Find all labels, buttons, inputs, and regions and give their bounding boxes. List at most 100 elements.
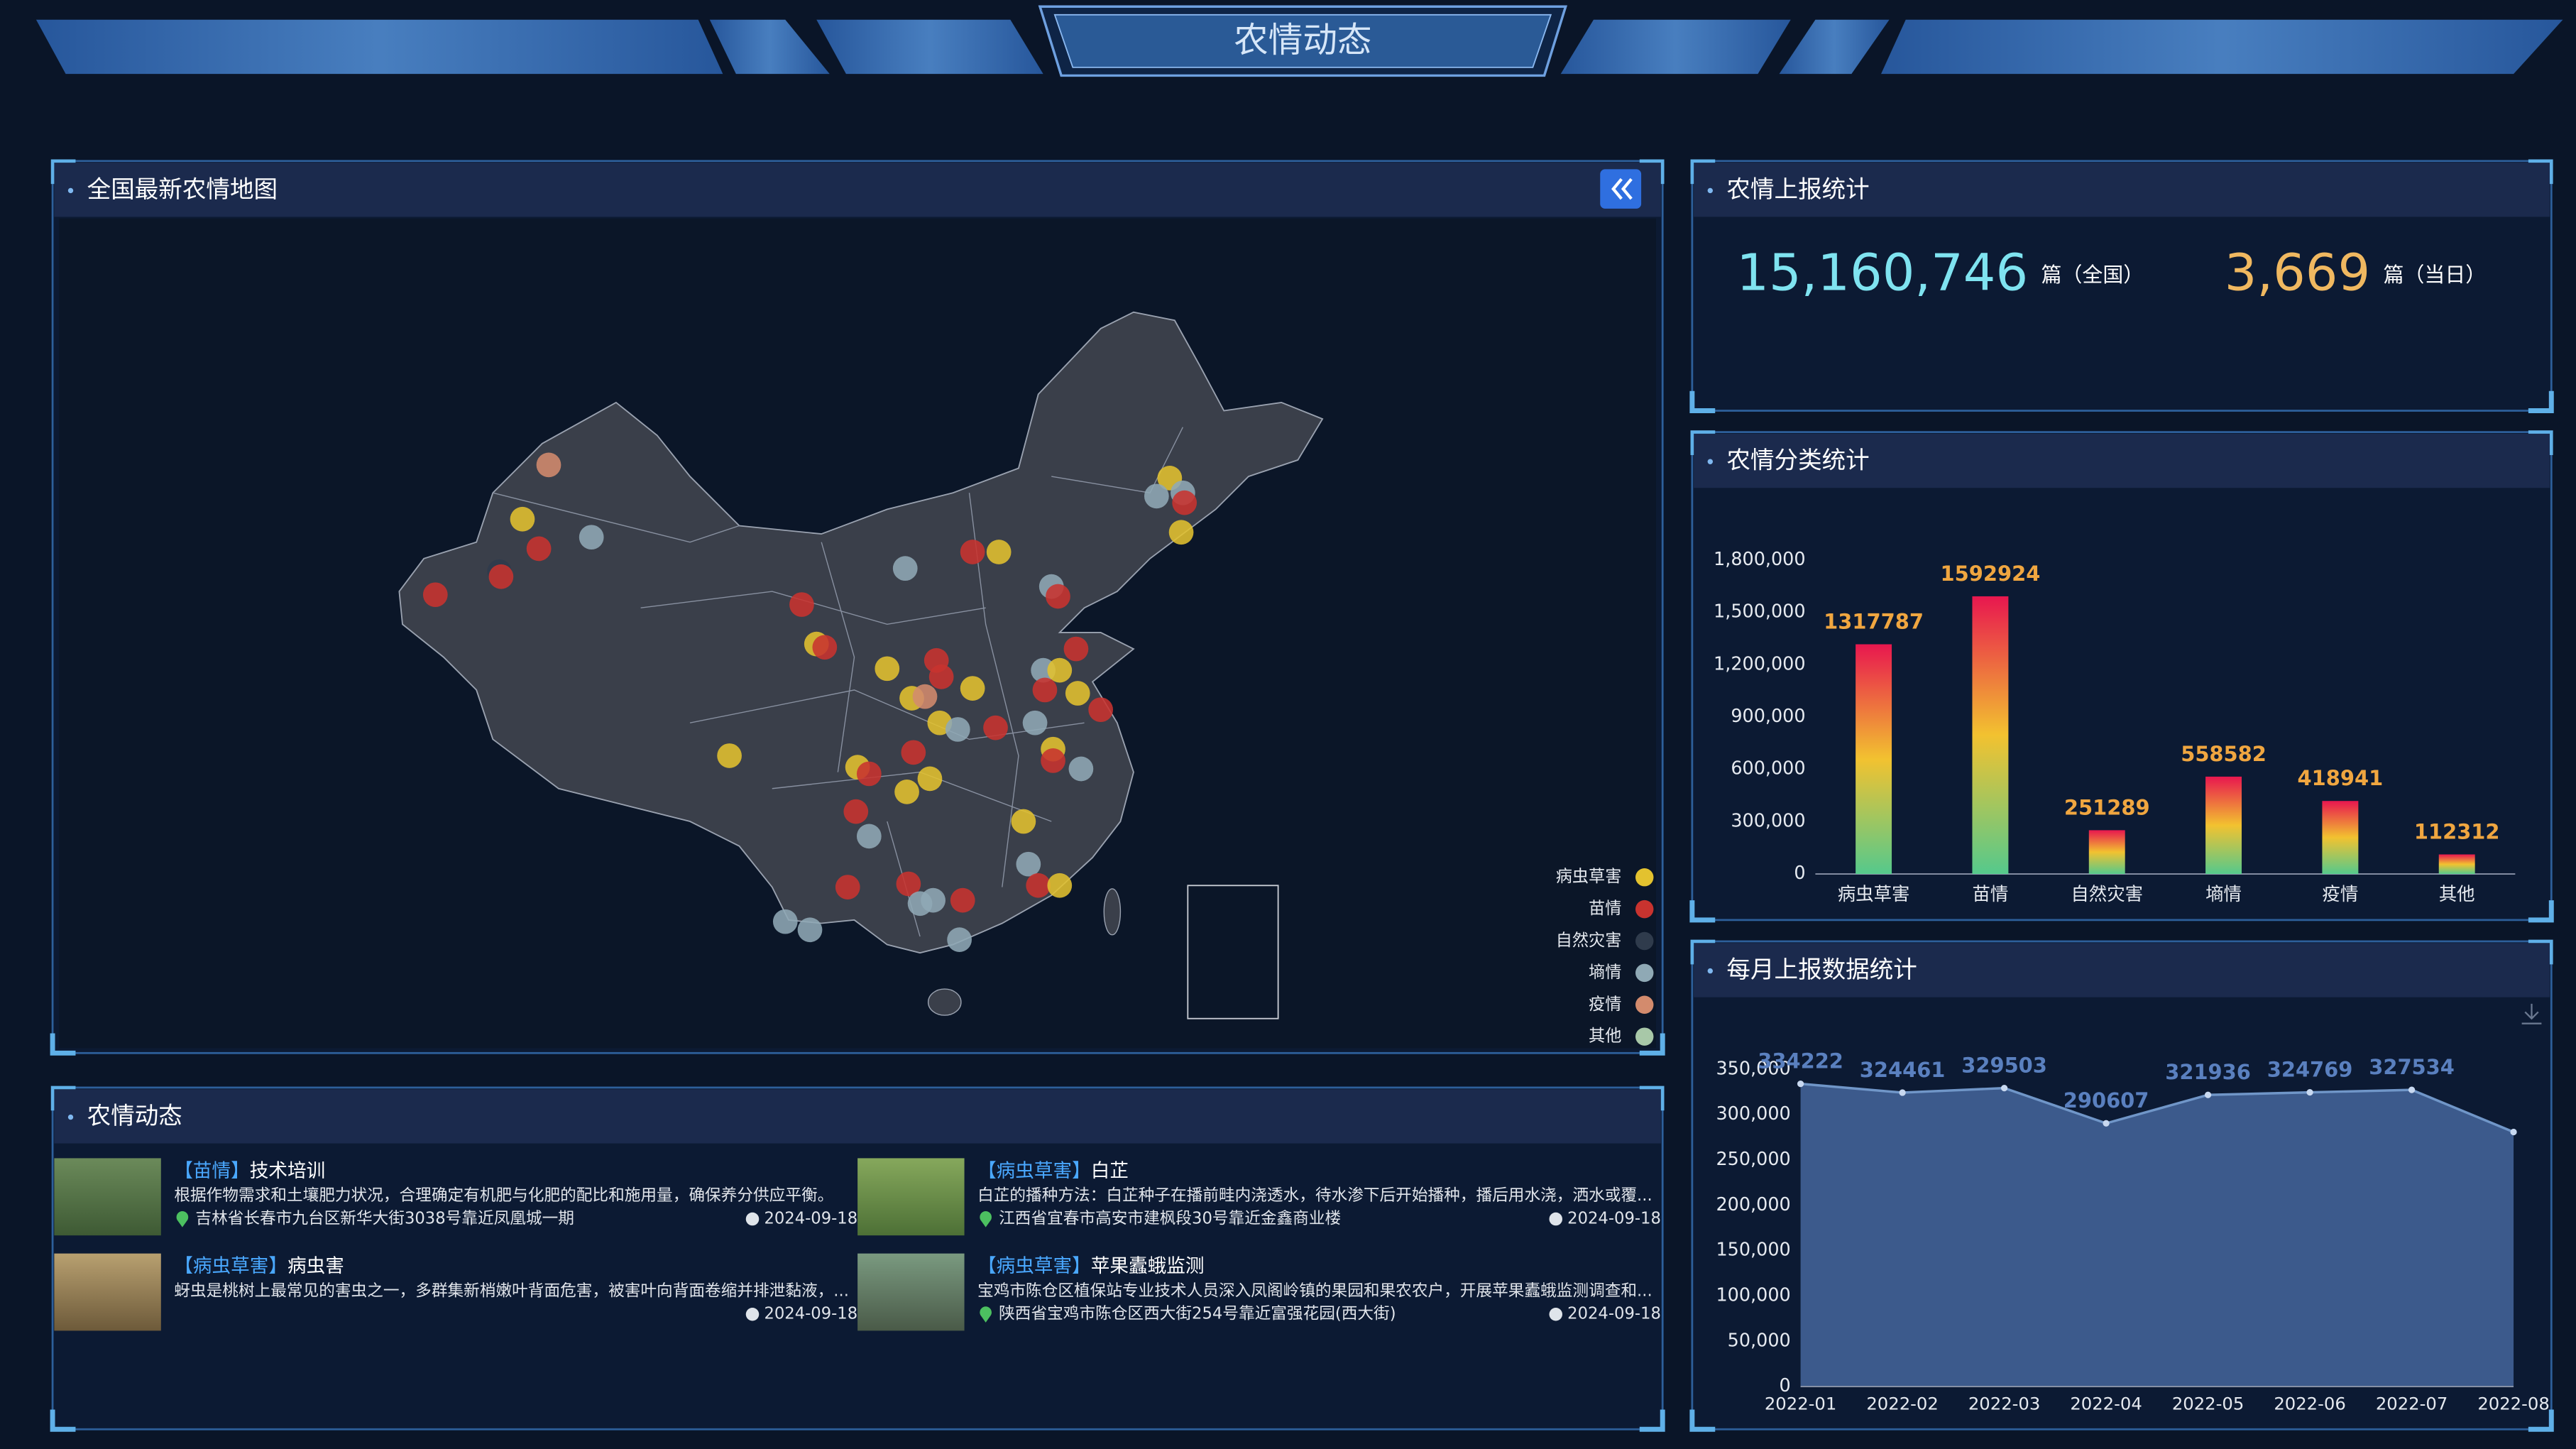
map-hainan xyxy=(927,988,962,1016)
point xyxy=(1899,1089,1906,1096)
corner xyxy=(1690,430,2553,455)
map-point xyxy=(1068,756,1094,782)
panel-title-bar xyxy=(1694,163,2550,217)
map-point xyxy=(875,656,900,682)
news-date: 2024-09-18 xyxy=(764,1305,857,1323)
map-point xyxy=(812,635,838,660)
clock-icon xyxy=(745,1307,760,1321)
x-tick-label: 2022-05 xyxy=(2172,1394,2244,1414)
corner xyxy=(50,1409,1665,1432)
news-address: 吉林省长春市九台区新华大街3038号靠近凤凰城一期 xyxy=(195,1210,574,1228)
news-title: 白芷 xyxy=(1091,1159,1129,1181)
news-tag: 【病虫草害】 xyxy=(174,1255,287,1277)
map-point xyxy=(894,780,919,804)
value-label: 334222 xyxy=(1758,1049,1843,1073)
x-tick-label: 其他 xyxy=(2439,884,2475,905)
map-point xyxy=(1168,520,1194,545)
x-tick-label: 自然灾害 xyxy=(2071,884,2143,905)
panel-title: 每月上报数据统计 xyxy=(1726,956,1917,983)
map-point xyxy=(843,799,869,824)
map-border xyxy=(493,492,740,543)
value-label: 321936 xyxy=(2165,1060,2251,1084)
corner xyxy=(1690,159,2553,185)
bar xyxy=(2205,776,2242,875)
corner xyxy=(50,159,1665,185)
news-date: 2024-09-18 xyxy=(764,1210,857,1228)
value-label: 1592924 xyxy=(1941,562,2041,586)
news-date: 2024-09-18 xyxy=(1567,1210,1661,1228)
header-title: 农情动态 xyxy=(1234,21,1371,60)
map-point xyxy=(1172,490,1197,515)
panel-title-bar xyxy=(1694,433,2550,488)
news-address: 江西省宜春市高安市建枫段30号靠近金鑫商业楼 xyxy=(999,1210,1341,1228)
map-point xyxy=(1088,697,1114,723)
map-point xyxy=(1022,710,1048,736)
map-point xyxy=(422,582,448,608)
map-point xyxy=(856,824,882,849)
bar xyxy=(2088,830,2125,875)
point xyxy=(2103,1120,2110,1127)
map-point xyxy=(892,556,918,581)
map-point xyxy=(1041,748,1065,773)
map-point xyxy=(1026,873,1051,898)
map-point xyxy=(921,887,946,913)
x-tick-label: 2022-01 xyxy=(1765,1394,1836,1414)
point xyxy=(2204,1091,2212,1098)
news-desc: 蚜虫是桃树上最常见的害虫之一，多群集新梢嫩叶背面危害，被害叶向背面卷缩并排泄黏液… xyxy=(174,1281,849,1300)
map-point xyxy=(960,676,985,701)
title-dot xyxy=(1707,459,1714,464)
legend-swatch xyxy=(1635,963,1654,983)
location-icon xyxy=(176,1211,189,1227)
map-point xyxy=(950,887,975,913)
corner xyxy=(1689,1409,2554,1432)
map-point xyxy=(986,540,1012,564)
y-tick-label: 0 xyxy=(1780,1375,1791,1396)
map-point xyxy=(1065,681,1090,706)
map-point xyxy=(945,717,970,742)
point xyxy=(2306,1089,2313,1096)
y-tick-label: 1,200,000 xyxy=(1714,653,1805,674)
y-tick-label: 300,000 xyxy=(1731,810,1805,831)
news-title: 技术培训 xyxy=(250,1159,325,1181)
legend-label: 自然灾害 xyxy=(1556,931,1622,950)
stat: 15,160,746 篇（全国） xyxy=(1736,242,2144,302)
map-point xyxy=(717,743,742,768)
location-icon xyxy=(980,1306,992,1323)
legend-swatch xyxy=(1635,868,1654,887)
map-point xyxy=(789,592,814,617)
y-tick-label: 1,500,000 xyxy=(1714,601,1805,623)
value-label: 329503 xyxy=(1961,1054,2047,1078)
corner xyxy=(1689,390,2554,413)
news-title: 苹果蠹蛾监测 xyxy=(1091,1255,1205,1277)
point xyxy=(1797,1080,1804,1088)
y-tick-label: 200,000 xyxy=(1716,1194,1790,1215)
news-desc: 白芷的播种方法：白芷种子在播前畦内浇透水，待水渗下后开始播种，播后用水浇，洒水或… xyxy=(977,1186,1653,1205)
bar xyxy=(1972,596,2009,875)
title-dot xyxy=(67,1114,74,1120)
header-bar xyxy=(1779,19,1890,75)
map-point xyxy=(1047,657,1073,683)
news-heading: 【病虫草害】病虫害 xyxy=(174,1255,344,1277)
header-bar xyxy=(1881,19,2563,75)
stat: 3,669 篇（当日） xyxy=(2225,242,2486,302)
x-tick-label: 2022-03 xyxy=(1968,1394,2040,1414)
news-desc: 根据作物需求和土壤肥力状况，合理确定有机肥与化肥的配比和施用量，确保养分供应平衡… xyxy=(174,1186,833,1205)
y-tick-label: 600,000 xyxy=(1731,758,1805,780)
news-tag: 【病虫草害】 xyxy=(977,1159,1091,1181)
news-thumbnail xyxy=(54,1158,161,1236)
news-thumbnail xyxy=(857,1253,965,1331)
corner xyxy=(1690,939,2553,965)
clock-icon xyxy=(1549,1307,1563,1321)
map-point xyxy=(797,917,823,943)
x-tick-label: 2022-04 xyxy=(2070,1394,2142,1414)
point xyxy=(2510,1128,2517,1136)
news-tag: 【苗情】 xyxy=(174,1159,249,1181)
x-tick-label: 病虫草害 xyxy=(1838,884,1910,905)
map-point xyxy=(917,766,943,792)
collapse-button[interactable] xyxy=(1600,169,1642,209)
map-border xyxy=(821,542,855,772)
clock-icon xyxy=(745,1212,760,1226)
download-icon[interactable] xyxy=(2521,1003,2542,1024)
news-heading: 【苗情】技术培训 xyxy=(174,1159,325,1181)
